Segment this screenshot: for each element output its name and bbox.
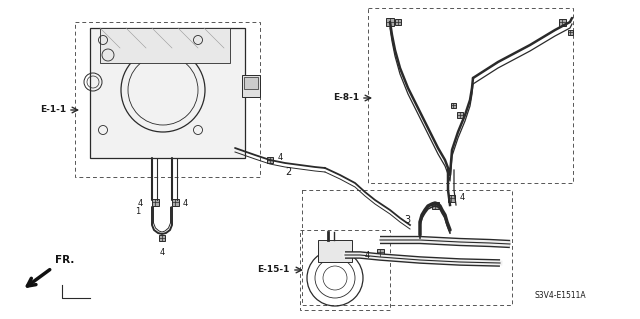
- Bar: [368, 8, 573, 183]
- Text: 4: 4: [460, 194, 465, 203]
- Bar: [302, 190, 512, 305]
- Bar: [395, 19, 401, 25]
- Bar: [242, 75, 260, 97]
- Bar: [159, 235, 165, 241]
- Bar: [300, 230, 390, 310]
- Text: FR.: FR.: [55, 255, 74, 265]
- Bar: [244, 77, 258, 89]
- Text: E-8-1: E-8-1: [333, 93, 359, 102]
- Bar: [451, 102, 456, 108]
- Bar: [267, 157, 273, 163]
- Text: S3V4-E1511A: S3V4-E1511A: [534, 291, 586, 300]
- Text: E-1-1: E-1-1: [40, 106, 66, 115]
- Text: 3: 3: [404, 215, 410, 225]
- Text: 2: 2: [285, 167, 291, 177]
- Bar: [447, 195, 454, 202]
- Bar: [152, 198, 159, 205]
- FancyBboxPatch shape: [90, 28, 245, 158]
- Text: E-15-1: E-15-1: [258, 265, 290, 275]
- Bar: [172, 198, 179, 205]
- Bar: [457, 112, 463, 118]
- Text: 4: 4: [183, 199, 188, 209]
- Bar: [568, 29, 573, 34]
- Bar: [318, 240, 352, 262]
- Bar: [431, 202, 438, 209]
- Text: 4: 4: [138, 199, 143, 209]
- Bar: [75, 22, 260, 177]
- Text: 4: 4: [278, 153, 284, 162]
- Bar: [376, 249, 383, 256]
- Bar: [559, 19, 566, 26]
- Text: 4: 4: [159, 248, 164, 257]
- Text: 1: 1: [135, 207, 140, 217]
- Text: 4: 4: [365, 251, 370, 261]
- Bar: [386, 18, 394, 26]
- Bar: [100, 28, 230, 63]
